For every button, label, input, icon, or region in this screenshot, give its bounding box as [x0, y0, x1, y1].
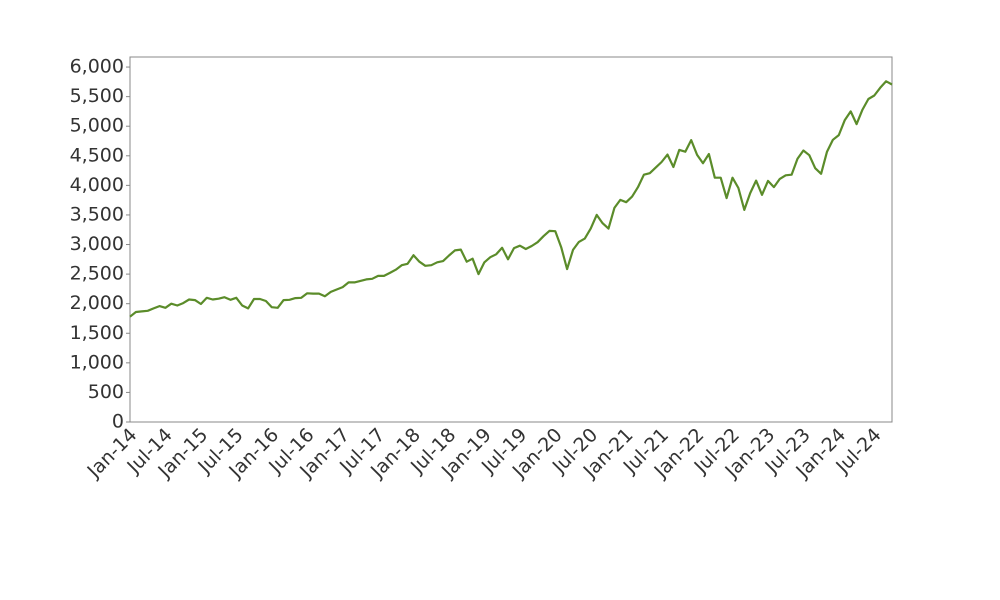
- y-tick-label: 1,500: [70, 322, 124, 344]
- y-tick-label: 2,000: [70, 292, 124, 314]
- y-tick-label: 2,500: [70, 263, 124, 285]
- y-tick-label: 500: [88, 381, 124, 403]
- series-line: [129, 80, 893, 318]
- y-tick-label: 1,000: [70, 351, 124, 373]
- y-tick-label: 5,500: [70, 85, 124, 107]
- y-tick-label: 6,000: [70, 56, 124, 78]
- plot-frame: [129, 56, 893, 423]
- y-tick-label: 4,000: [70, 174, 124, 196]
- y-tick-label: 3,000: [70, 233, 124, 255]
- y-tick-label: 3,500: [70, 203, 124, 225]
- y-tick-label: 4,500: [70, 144, 124, 166]
- y-tick-label: 0: [112, 411, 124, 433]
- y-tick-label: 5,000: [70, 115, 124, 137]
